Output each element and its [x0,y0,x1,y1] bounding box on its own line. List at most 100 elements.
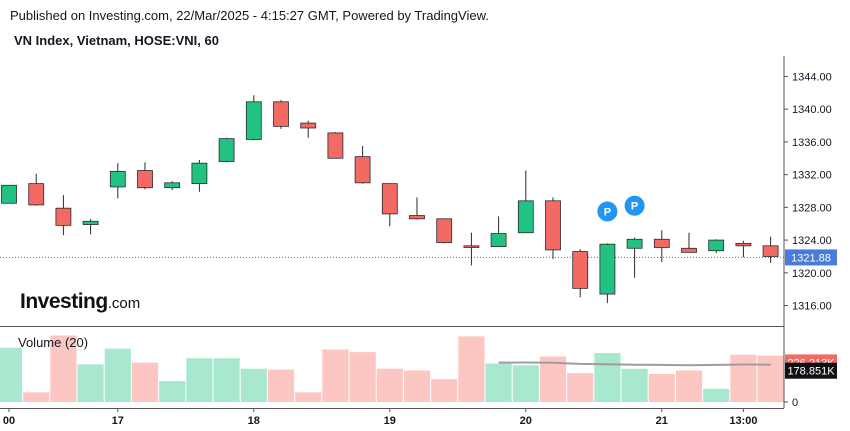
candle-body-up [708,239,725,252]
price-tick-label: 1344.00 [792,71,832,83]
volume-bar [594,353,621,402]
candle[interactable] [28,173,45,206]
candle-body-up [1,184,17,204]
candle[interactable] [381,183,398,227]
candle[interactable] [626,237,643,278]
candle[interactable] [681,232,697,253]
volume-bar [648,374,675,402]
candle[interactable] [572,249,589,298]
candle-body-down [762,245,779,257]
candle[interactable] [354,146,371,184]
volume-ma-tag: 178.851K [785,362,837,379]
candle[interactable] [735,240,752,258]
volume-ma-tag-text: 178.851K [787,366,835,378]
candle[interactable] [517,170,534,234]
candle-body-down [735,242,752,247]
volume-bar [159,381,186,402]
volume-ma-tag-bg [785,362,837,379]
volume-bar [403,370,431,402]
volume-bar [322,349,349,402]
symbol-title: VN Index, Vietnam, HOSE:VNI, 60 [14,33,219,48]
volume-bar [50,335,77,402]
time-tick-label: 19 [384,415,396,427]
candle-body-down [681,247,697,253]
candle-body-up [245,101,262,140]
volume-bar [240,368,267,402]
volume-bar [675,370,703,402]
candle[interactable] [545,197,561,259]
candle[interactable] [762,236,779,263]
candle-body-down [28,183,45,206]
candle[interactable] [191,159,208,192]
candle[interactable] [300,120,317,138]
last-price-tag-text: 1321.88 [791,252,831,264]
candle-body-down [572,251,589,289]
last-price-tag-bg [785,249,837,266]
volume-bar [512,365,539,402]
time-tick-label: 13:00 [729,415,757,427]
candle[interactable] [327,132,344,159]
price-tick-label: 1332.00 [792,170,832,182]
price-tick-label: 1328.00 [792,202,832,214]
event-marker-label: P [604,206,611,218]
event-marker[interactable]: P [622,193,647,218]
volume-bar [349,352,376,402]
time-tick-label: 20 [520,415,532,427]
volume-bar [213,358,240,402]
candle[interactable] [436,218,453,244]
price-tick-label: 1336.00 [792,137,832,149]
candle[interactable] [463,232,480,266]
volume-bar [485,363,512,402]
candle-body-up [82,220,99,225]
candle-body-down [137,170,153,189]
volume-bar [376,368,403,402]
candle[interactable] [273,100,289,129]
volume-bar [621,368,648,402]
volume-bar [186,358,213,402]
candle-body-down [545,200,561,251]
volume-bar [458,336,485,402]
candle[interactable] [708,239,725,254]
candle[interactable] [164,181,181,191]
candle[interactable] [82,218,99,235]
candle-body-up [599,243,616,295]
price-tick-label: 1324.00 [792,235,832,247]
last-price-tag: 1321.88 [785,249,837,266]
candle-body-up [626,238,643,249]
candle[interactable] [245,95,262,141]
volume-bar [567,373,594,402]
candle-body-down [273,101,289,127]
candle-body-down [436,218,453,243]
volume-bar [0,347,23,402]
volume-bar [77,364,104,402]
candle-body-up [517,200,534,234]
candle[interactable] [599,243,616,304]
time-tick-label: 21 [656,415,668,427]
volume-ma-line [498,361,771,367]
volume-bar [431,379,458,402]
candle-body-down [381,183,398,215]
candle-body-down [354,156,371,184]
candle-body-down [300,122,317,129]
volume-tick-label: 0 [792,397,798,409]
candle-body-up [109,170,126,188]
candle[interactable] [490,216,507,248]
event-marker[interactable]: P [595,199,620,224]
candle[interactable] [653,230,670,263]
candle-body-up [164,182,181,189]
candle[interactable] [409,197,425,220]
candle[interactable] [137,162,153,190]
event-marker-circle [622,193,647,218]
volume-bar [104,348,131,402]
candle-body-up [218,138,235,162]
volume-bar [23,392,50,402]
candle[interactable] [1,184,17,204]
candle[interactable] [218,137,235,163]
event-marker-circle [595,199,620,224]
volume-bar [703,388,730,402]
candle[interactable] [55,195,72,236]
candle[interactable] [109,163,126,199]
price-tick-label: 1316.00 [792,301,832,313]
volume-bar [757,355,784,402]
